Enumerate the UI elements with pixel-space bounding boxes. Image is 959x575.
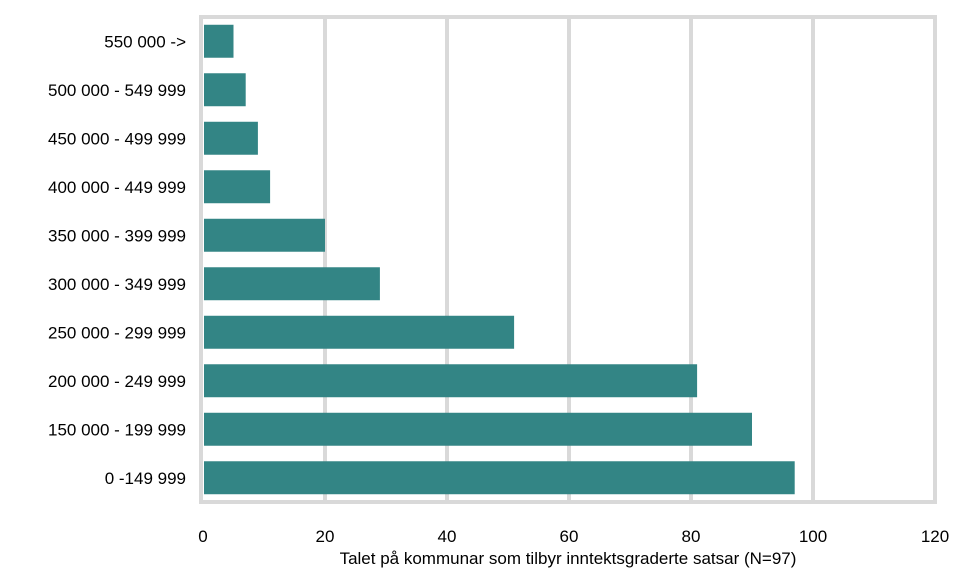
category-label: 250 000 - 299 999 [48, 323, 186, 342]
bars [204, 24, 795, 495]
category-label: 350 000 - 399 999 [48, 226, 186, 245]
bar [204, 412, 752, 446]
bar [204, 24, 234, 58]
category-label: 500 000 - 549 999 [48, 81, 186, 100]
bar [204, 267, 380, 301]
category-label: 550 000 -> [104, 32, 186, 51]
category-label: 0 -149 999 [105, 469, 186, 488]
x-tick-label: 60 [560, 527, 579, 546]
x-tick-label: 100 [799, 527, 827, 546]
bar [204, 218, 325, 252]
bar [204, 364, 698, 398]
x-tick-label: 80 [682, 527, 701, 546]
category-label: 200 000 - 249 999 [48, 372, 186, 391]
x-tick-label: 120 [921, 527, 949, 546]
bar [204, 170, 271, 204]
x-tick-labels: 0 20 40 60 80 100 120 [198, 527, 949, 546]
x-tick-label: 40 [438, 527, 457, 546]
x-axis-title: Talet på kommunar som tilbyr inntektsgra… [340, 549, 797, 568]
bar [204, 73, 246, 107]
category-label: 450 000 - 499 999 [48, 129, 186, 148]
bar [204, 461, 795, 495]
x-tick-label: 0 [198, 527, 207, 546]
category-label: 300 000 - 349 999 [48, 275, 186, 294]
x-tick-label: 20 [316, 527, 335, 546]
category-labels: 550 000 -> 500 000 - 549 999 450 000 - 499… [48, 32, 186, 488]
bar [204, 121, 258, 155]
category-label: 150 000 - 199 999 [48, 420, 186, 439]
category-label: 400 000 - 449 999 [48, 178, 186, 197]
bar [204, 315, 515, 349]
